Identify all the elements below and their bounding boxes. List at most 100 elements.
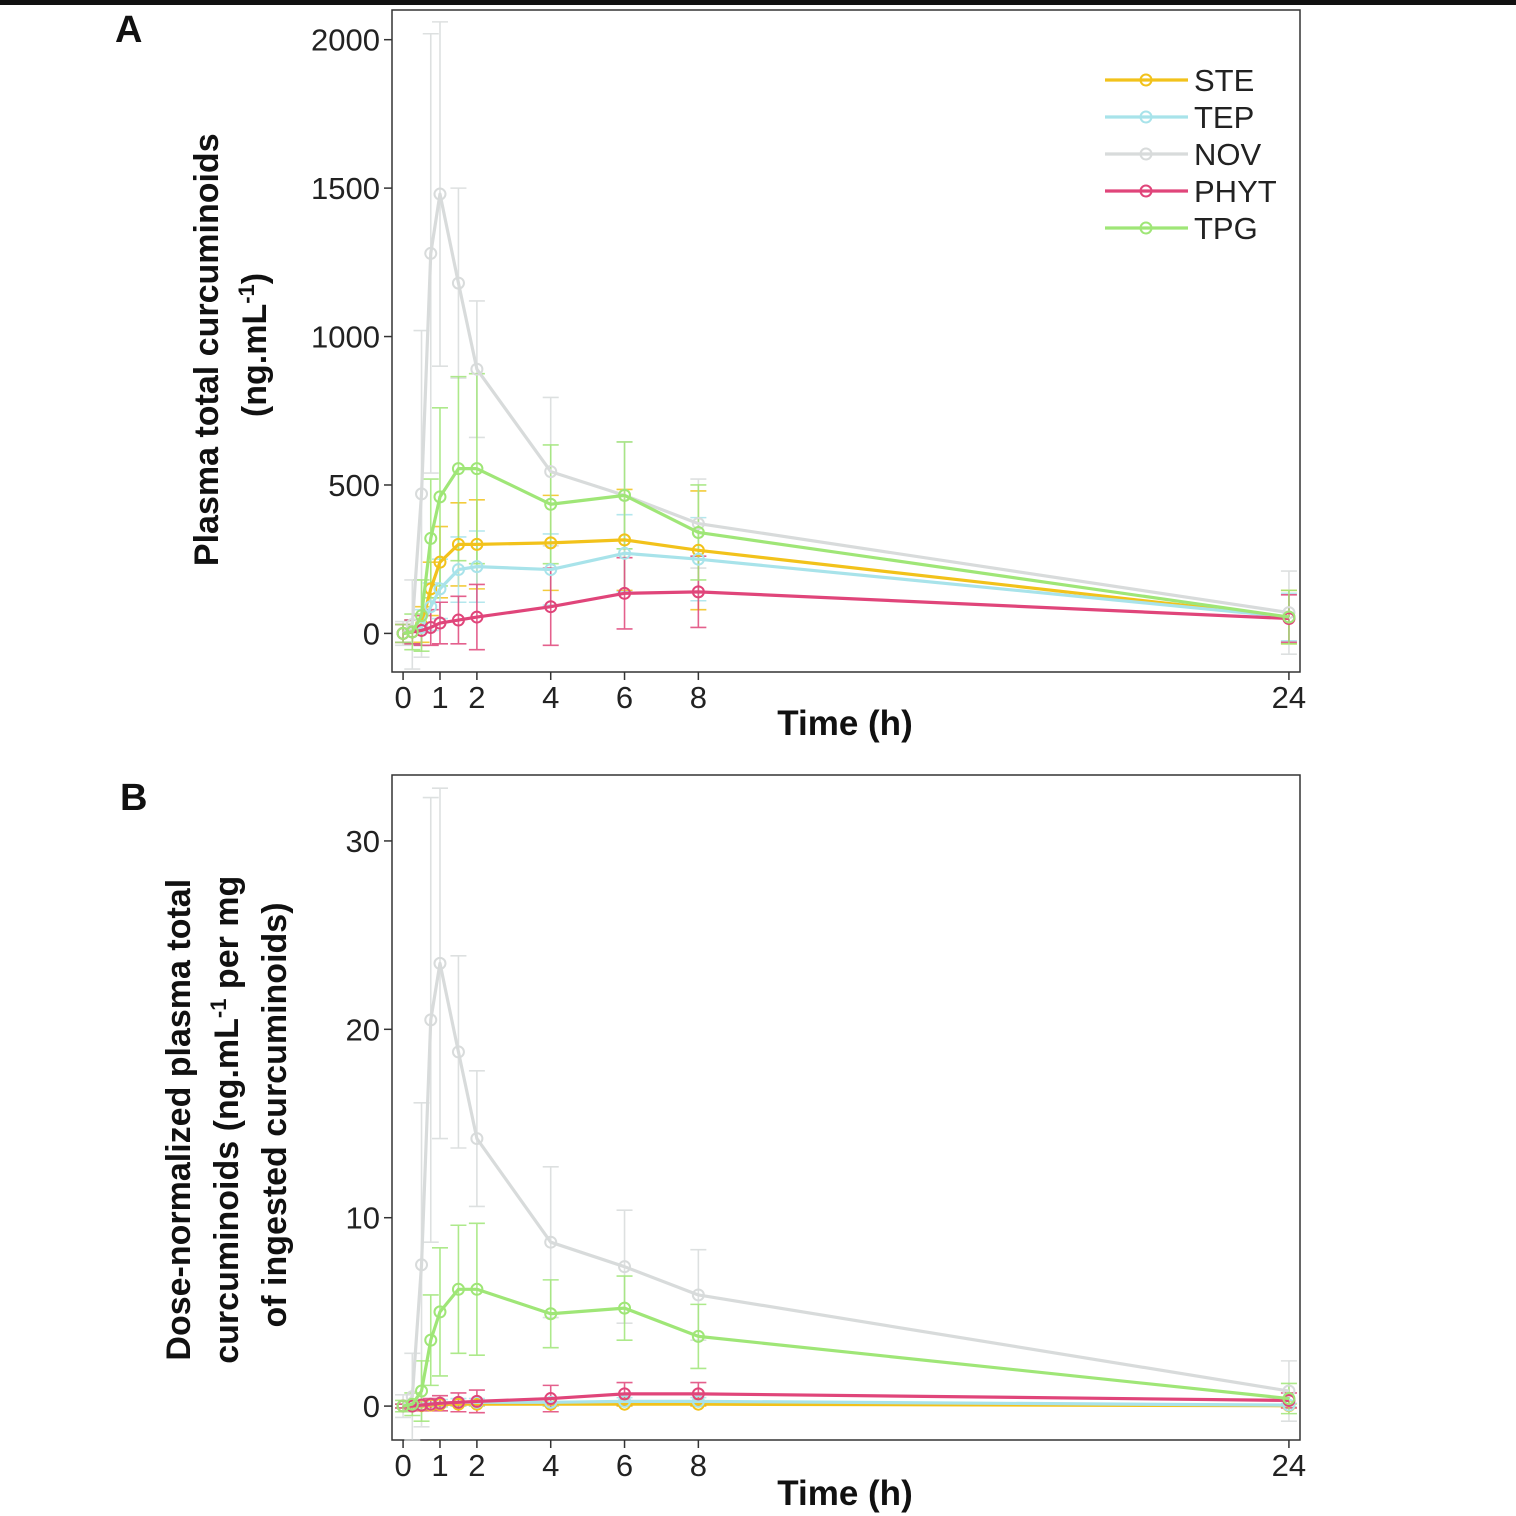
y-axis-title-b: Dose-normalized plasma total curcuminoid… [160,866,294,1364]
data-point-tpg-b [470,1282,484,1296]
data-point-ste-a [618,533,632,547]
data-point-phyt-b [544,1392,558,1406]
legend-marker-tep [1139,110,1153,124]
y-axis-title-b-sup: -1 [206,999,231,1019]
legend-marker-phyt [1139,184,1153,198]
plot-frame-a [391,9,1301,673]
errorbars-nov-b [395,787,1297,1441]
series-line-nov-a [401,192,1290,635]
data-point-ste-a [433,555,447,569]
x-tick-label-a: 0 [394,680,411,715]
y-tick-label-b: 30 [346,824,380,859]
data-point-nov-b [544,1235,558,1249]
data-point-tpg-b [424,1333,438,1347]
errorbars-tpg-b [395,1222,1297,1422]
legend-label-ste: STE [1194,63,1254,98]
legend-label-nov: NOV [1194,137,1262,172]
data-point-phyt-a [618,586,632,600]
y-tick-label-a: 0 [363,616,380,651]
y-tick-label-a: 1500 [311,171,380,206]
data-point-ste-a [691,543,705,557]
data-point-nov-b [691,1288,705,1302]
data-point-tpg-a [396,626,410,640]
panel-label-b: B [120,777,147,819]
data-point-tep-b [544,1395,558,1409]
top-border [0,0,1516,5]
x-tick-label-a: 24 [1272,680,1306,715]
data-point-tpg-a [433,490,447,504]
data-point-tpg-b [618,1301,632,1315]
data-point-tpg-a [1282,610,1296,624]
data-point-tpg-b [691,1329,705,1343]
data-point-ste-a [451,537,465,551]
x-tick-label-b: 6 [616,1448,633,1483]
data-point-phyt-a [433,616,447,630]
data-point-nov-a [470,362,484,376]
y-tick-label-a: 500 [328,468,380,503]
data-point-tep-a [691,552,705,566]
data-point-phyt-a [451,613,465,627]
y-axis-title-a-sup: -1 [234,284,259,304]
data-point-phyt-b [470,1394,484,1408]
data-point-tpg-b [405,1397,419,1411]
x-tick-label-a: 8 [690,680,707,715]
y-axis-title-b-line2: curcuminoids (ng.mL [208,1018,246,1364]
data-point-tep-a [544,563,558,577]
data-point-tep-a [618,546,632,560]
y-tick-label-b: 0 [363,1389,380,1424]
data-point-tpg-a [405,625,419,639]
data-point-tpg-b [396,1399,410,1413]
data-point-phyt-b [433,1396,447,1410]
x-tick-label-b: 0 [394,1448,411,1483]
legend-marker-tpg [1139,221,1153,235]
data-point-nov-b [470,1132,484,1146]
x-tick-label-a: 2 [468,680,485,715]
data-point-nov-a [544,465,558,479]
legend-marker-nov [1139,147,1153,161]
data-point-tep-a [470,560,484,574]
y-axis-title-a-line2: (ng.mL [236,304,274,417]
x-tick-label-b: 24 [1272,1448,1306,1483]
errorbars-tep-a [395,513,1297,647]
data-point-tpg-a [618,488,632,502]
data-point-tep-a [433,582,447,596]
y-axis-title-a-line1: Plasma total curcuminoids [188,133,226,566]
data-point-phyt-a [691,585,705,599]
data-point-tpg-b [544,1307,558,1321]
data-point-tep-a [424,600,438,614]
data-point-nov-a [691,517,705,531]
data-point-tpg-b [451,1282,465,1296]
y-axis-title-b-line1: Dose-normalized plasma total [160,879,198,1361]
data-point-nov-a [451,276,465,290]
data-point-tep-b [618,1394,632,1408]
x-tick-label-a: 6 [616,680,633,715]
data-point-nov-b [433,956,447,970]
data-point-tep-a [451,563,465,577]
series-group-a [395,21,1297,670]
data-point-phyt-b [451,1395,465,1409]
data-point-tpg-a [415,609,429,623]
data-point-ste-a [470,537,484,551]
data-point-tep-b [691,1394,705,1408]
x-axis-title-b: Time (h) [777,1474,912,1513]
y-tick-label-b: 10 [346,1201,380,1236]
data-point-phyt-b [424,1397,438,1411]
legend-label-phyt: PHYT [1194,174,1277,209]
x-tick-label-a: 4 [542,680,559,715]
data-point-tpg-a [544,497,558,511]
data-point-tpg-a [470,462,484,476]
series-line-tep-a [402,551,1290,635]
data-point-nov-b [424,1013,438,1027]
x-tick-label-a: 1 [431,680,448,715]
series-group-b [395,787,1297,1441]
data-point-phyt-b [415,1398,429,1412]
data-point-tpg-a [691,525,705,539]
legend-marker-ste [1139,73,1153,87]
data-point-phyt-a [470,610,484,624]
plot-frame-b [391,774,1301,1441]
